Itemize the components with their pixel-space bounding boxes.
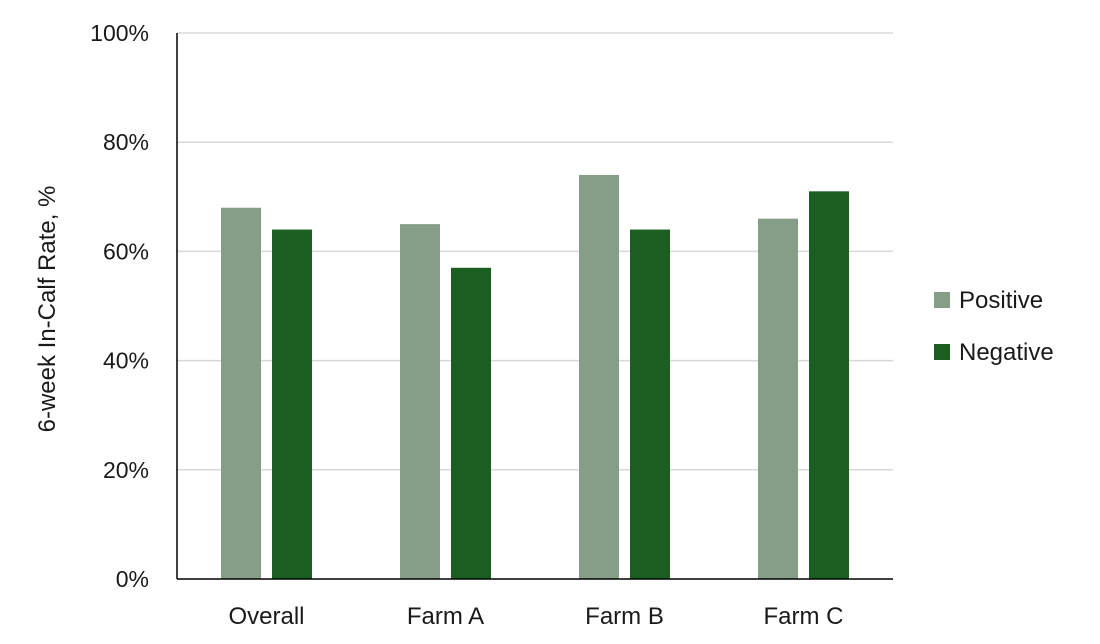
y-tick-label: 80% bbox=[103, 129, 149, 155]
category-labels: Overall Farm A Farm B Farm C bbox=[228, 603, 843, 630]
bar-positive-overall bbox=[221, 207, 261, 579]
y-tick-label: 20% bbox=[103, 457, 149, 483]
x-category-label: Farm B bbox=[585, 603, 664, 630]
legend: Positive Negative bbox=[934, 287, 1054, 366]
bar-negative-farm-c bbox=[809, 191, 849, 579]
x-category-label: Overall bbox=[228, 603, 304, 630]
legend-swatch-positive bbox=[934, 292, 950, 308]
y-tick-label: 40% bbox=[103, 348, 149, 374]
bar-positive-farm-c bbox=[758, 218, 798, 579]
bar-negative-farm-b bbox=[630, 229, 670, 579]
legend-label-negative: Negative bbox=[959, 339, 1054, 366]
bar-negative-farm-a bbox=[451, 267, 491, 579]
bar-negative-overall bbox=[272, 229, 312, 579]
bars bbox=[221, 174, 849, 579]
y-tick-labels: 0% 20% 40% 60% 80% 100% bbox=[90, 20, 149, 592]
x-category-label: Farm A bbox=[407, 603, 484, 630]
y-tick-label: 60% bbox=[103, 238, 149, 264]
y-axis-title: 6-week In-Calf Rate, % bbox=[34, 186, 61, 433]
bar-positive-farm-b bbox=[579, 174, 619, 579]
bar-positive-farm-a bbox=[400, 224, 440, 579]
y-tick-label: 0% bbox=[116, 566, 149, 592]
x-category-label: Farm C bbox=[764, 603, 844, 630]
y-tick-label: 100% bbox=[90, 20, 149, 46]
legend-swatch-negative bbox=[934, 344, 950, 360]
legend-label-positive: Positive bbox=[959, 287, 1043, 314]
